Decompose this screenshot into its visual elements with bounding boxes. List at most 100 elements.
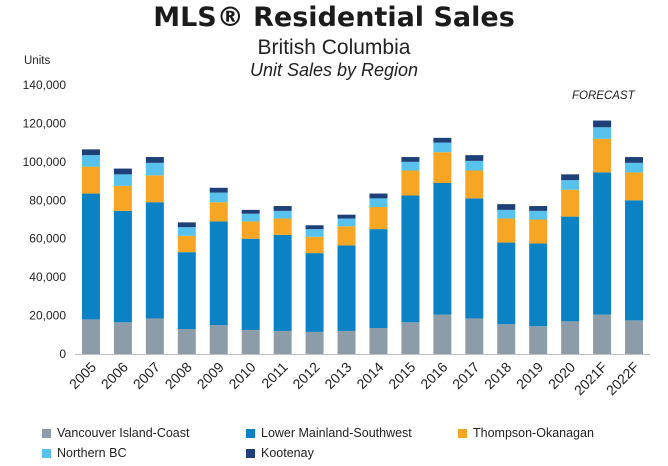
bar-segment — [369, 198, 388, 208]
x-tick-label: 2014 — [353, 359, 386, 392]
bar-segment — [305, 229, 324, 237]
legend-label: Vancouver Island-Coast — [57, 426, 190, 440]
bar-segment — [625, 320, 644, 354]
bar-segment — [337, 214, 356, 219]
bar-segment — [273, 234, 292, 331]
bar-segment — [529, 210, 548, 220]
bar-segment — [561, 174, 580, 181]
bar-segment — [81, 166, 100, 194]
bar-segment — [401, 157, 420, 162]
x-tick-label: 2007 — [130, 359, 163, 392]
bar-segment — [369, 328, 388, 354]
x-tick-label: 2016 — [417, 359, 450, 392]
bar-segment — [561, 216, 580, 322]
legend-item-vancouver-island-coast: Vancouver Island-Coast — [42, 426, 189, 440]
bar-segment — [145, 175, 164, 203]
bar-segment — [497, 324, 516, 354]
y-tick-label: 60,000 — [29, 232, 66, 246]
x-tick-label: 2006 — [98, 359, 131, 392]
bar-segment — [625, 157, 644, 163]
bar-segment — [209, 187, 228, 193]
legend-label: Lower Mainland-Southwest — [261, 426, 412, 440]
legend-swatch — [42, 428, 51, 438]
bar-segment — [401, 322, 420, 354]
bar-segment — [241, 221, 260, 239]
bar-segment — [241, 213, 260, 222]
bar-segment — [337, 245, 356, 331]
bar-segment — [433, 137, 452, 143]
bar-segment — [433, 182, 452, 315]
bar-segment — [465, 155, 484, 161]
x-tick-label: 2012 — [289, 359, 322, 392]
legend-item-lower-mainland-southwest: Lower Mainland-Southwest — [246, 426, 412, 440]
bar-segment — [433, 152, 452, 183]
bar-segment — [337, 330, 356, 354]
bar-segment — [177, 222, 196, 228]
bar-segment — [273, 210, 292, 219]
x-tick-label: 2019 — [513, 359, 546, 392]
x-tick-label: 2017 — [449, 359, 482, 392]
bar-segment — [113, 185, 132, 211]
bar-segment — [401, 161, 420, 171]
bar-segment — [561, 180, 580, 190]
y-tick-label: 120,000 — [23, 116, 67, 130]
bar-segment — [561, 189, 580, 217]
bar-segment — [177, 252, 196, 330]
bar-segment — [113, 168, 132, 175]
legend-label: Northern BC — [57, 446, 127, 460]
bar-segment — [113, 210, 132, 323]
bar-segment — [177, 235, 196, 253]
x-tick-label: 2018 — [481, 359, 514, 392]
bar-segment — [305, 225, 324, 230]
x-tick-label: 2013 — [321, 359, 354, 392]
x-tick-label: 2009 — [194, 359, 227, 392]
bar-segment — [273, 218, 292, 235]
y-axis-label: Units — [24, 55, 50, 67]
bar-segment — [113, 322, 132, 354]
bar-segment — [625, 162, 644, 173]
legend-item-northern-bc: Northern BC — [42, 446, 126, 460]
bar-segment — [465, 198, 484, 319]
bar-segment — [561, 321, 580, 354]
bar-segment — [81, 155, 100, 167]
legend-swatch — [246, 428, 255, 438]
bar-segment — [145, 202, 164, 319]
bar-segment — [369, 193, 388, 199]
legend-swatch — [42, 448, 51, 458]
y-tick-label: 140,000 — [23, 78, 67, 92]
bar-segment — [241, 329, 260, 354]
bar-segment — [177, 227, 196, 236]
y-tick-label: 0 — [59, 347, 66, 361]
bar-segment — [177, 329, 196, 354]
bar-segment — [209, 325, 228, 354]
bar-segment — [145, 162, 164, 176]
legend-label: Kootenay — [261, 446, 314, 460]
bar-segment — [305, 253, 324, 332]
x-tick-label: 2011 — [258, 359, 291, 392]
bar-segment — [209, 192, 228, 203]
y-tick-label: 20,000 — [29, 309, 66, 323]
x-tick-label: 2022F — [603, 359, 642, 398]
bar-segment — [433, 314, 452, 354]
bar-segment — [593, 314, 612, 354]
bar-segment — [273, 206, 292, 211]
chart-title: MLS® Residential Sales — [153, 2, 515, 33]
x-tick-label: 2010 — [225, 359, 258, 392]
bar-segment — [433, 142, 452, 153]
bar-segment — [465, 318, 484, 354]
bar-segment — [497, 209, 516, 219]
bar-segment — [145, 157, 164, 163]
bar-segment — [593, 172, 612, 315]
bar-segment — [273, 330, 292, 354]
x-tick-label: 2008 — [162, 359, 195, 392]
bar-segment — [593, 127, 612, 139]
bar-segment — [337, 226, 356, 246]
bar-segment — [113, 174, 132, 186]
x-tick-label: 2021F — [571, 359, 610, 398]
bar-segment — [401, 195, 420, 323]
bar-segment — [337, 218, 356, 227]
y-tick-label: 80,000 — [29, 193, 66, 207]
bar-segment — [465, 170, 484, 199]
x-tick-label: 2015 — [385, 359, 418, 392]
y-tick-label: 100,000 — [23, 155, 67, 169]
